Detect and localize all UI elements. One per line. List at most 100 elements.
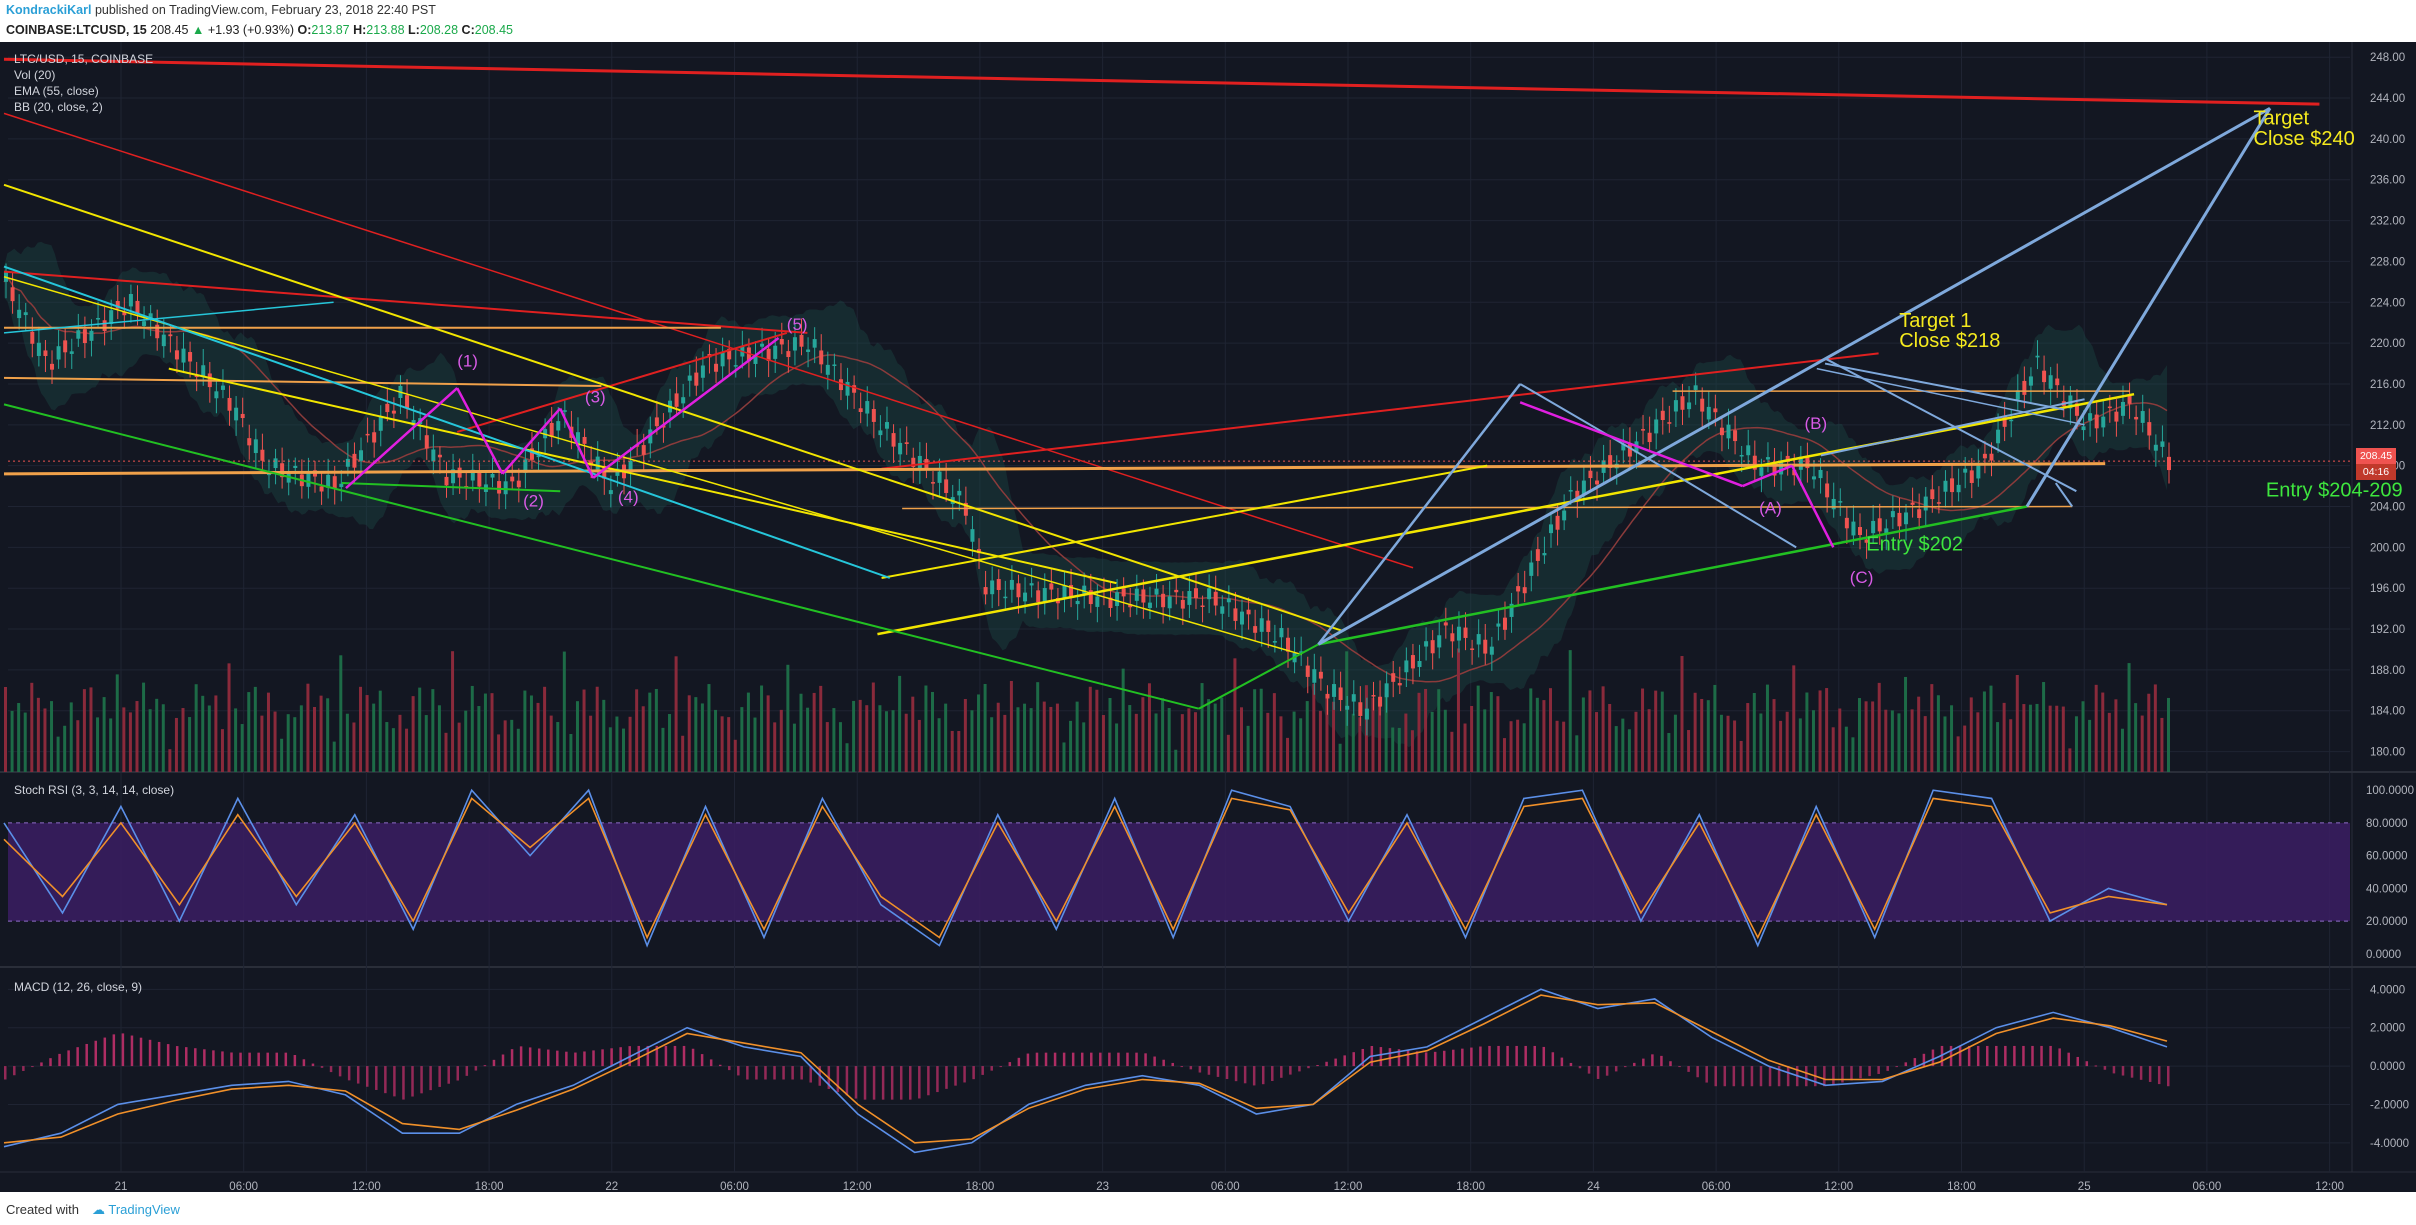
- volume-bar: [1568, 650, 1572, 772]
- candle-body: [1529, 562, 1534, 576]
- candle-body: [1272, 641, 1277, 643]
- chart-canvas[interactable]: 21 06:00 12:00 18:00 22 06:00 12:00 18:00 23 06:0…: [0, 42, 2416, 1192]
- candle-body: [2048, 375, 2053, 389]
- candle-body: [1568, 490, 1573, 492]
- chart-area[interactable]: 21 06:00 12:00 18:00 22 06:00 12:00 18:00 23 06:0…: [0, 42, 2416, 1192]
- candle-body: [23, 312, 28, 316]
- macd-histogram-bar: [2148, 1066, 2152, 1082]
- publish-info: KondrackiKarl published on TradingView.c…: [6, 3, 436, 17]
- volume-bar: [950, 730, 954, 772]
- macd-histogram-bar: [2022, 1045, 2025, 1067]
- candle-body: [1502, 617, 1507, 630]
- candle-body: [825, 364, 830, 375]
- price-tick-label: 192.00: [2370, 624, 2405, 636]
- entry-annotation: Entry $204-209: [2266, 479, 2403, 501]
- volume-bar: [36, 697, 40, 772]
- volume-bar: [1246, 725, 1250, 772]
- candle-body: [168, 334, 173, 337]
- volume-bar: [128, 712, 132, 772]
- candle-body: [1700, 398, 1705, 412]
- candle-body: [641, 445, 646, 455]
- volume-bar: [1187, 708, 1191, 772]
- ohlc-line: COINBASE:LTCUSD, 15 208.45 ▲ +1.93 (+0.9…: [6, 23, 513, 37]
- candle-body: [2107, 406, 2112, 409]
- time-tick-label: 06:00: [1211, 1181, 1240, 1192]
- volume-bar: [2028, 704, 2032, 772]
- volume-bar: [188, 717, 192, 772]
- volume-bar: [23, 712, 27, 772]
- candle-body: [1108, 597, 1113, 608]
- volume-bar: [1430, 711, 1434, 772]
- volume-bar: [1055, 703, 1059, 772]
- volume-bar: [2140, 715, 2144, 772]
- candle-body: [1772, 463, 1777, 476]
- volume-bar: [1831, 727, 1835, 772]
- candle-body: [1371, 695, 1376, 697]
- macd-histogram-bar: [103, 1037, 107, 1067]
- candle-body: [1424, 641, 1429, 647]
- volume-bar: [286, 714, 290, 772]
- candle-body: [628, 460, 633, 472]
- volume-bar: [1338, 743, 1342, 772]
- author-link[interactable]: KondrackiKarl: [6, 3, 92, 17]
- candle-body: [1950, 478, 1955, 493]
- macd-histogram-bar: [682, 1045, 686, 1067]
- candle-body: [1391, 673, 1396, 682]
- macd-histogram-bar: [673, 1045, 677, 1067]
- candle-body: [2002, 415, 2007, 427]
- macd-histogram-bar: [347, 1066, 351, 1081]
- volume-bar: [1292, 711, 1296, 772]
- macd-histogram-bar: [519, 1046, 523, 1067]
- volume-bar: [714, 709, 718, 772]
- volume-bar: [681, 735, 685, 772]
- macd-histogram-bar: [67, 1050, 70, 1067]
- volume-bar: [266, 692, 270, 772]
- macd-histogram-bar: [547, 1049, 550, 1067]
- volume-bar: [1818, 690, 1822, 772]
- candle-body: [556, 421, 561, 431]
- volume-bar: [1608, 703, 1612, 772]
- macd-histogram-bar: [1533, 1045, 1536, 1067]
- candle-body: [76, 330, 81, 339]
- volume-bar: [1049, 706, 1053, 772]
- volume-bar: [2015, 674, 2019, 772]
- volume-bar: [1128, 705, 1132, 772]
- macd-histogram-bar: [1651, 1054, 1654, 1067]
- green-support-line: [1318, 505, 2028, 646]
- macd-histogram-bar: [782, 1066, 785, 1080]
- macd-histogram-bar: [755, 1066, 758, 1080]
- macd-histogram-bar: [2103, 1066, 2107, 1070]
- tradingview-logo[interactable]: ☁ TradingView: [92, 1202, 180, 1218]
- price-tick-label: 224.00: [2370, 297, 2405, 309]
- time-tick-label: 06:00: [1702, 1181, 1731, 1192]
- macd-histogram-bar: [31, 1066, 34, 1068]
- candle-body: [806, 349, 811, 352]
- candle-body: [1798, 456, 1803, 470]
- volume-bar: [1890, 710, 1894, 772]
- candle-body: [1220, 606, 1225, 614]
- candle-body: [1897, 512, 1902, 527]
- candle-body: [1910, 502, 1915, 505]
- macd-histogram-bar: [1488, 1045, 1491, 1067]
- volume-bar: [1575, 735, 1579, 772]
- macd-histogram-bar: [945, 1066, 948, 1089]
- volume-bar: [1950, 705, 1954, 772]
- macd-histogram-bar: [601, 1049, 604, 1067]
- macd-tick-label: 0.0000: [2370, 1061, 2405, 1073]
- candle-body: [891, 433, 896, 447]
- time-tick-label: 12:00: [1334, 1181, 1363, 1192]
- yellow-trend-line: [168, 367, 1117, 585]
- candle-body: [1410, 655, 1415, 669]
- cloud-icon: ☁: [92, 1202, 109, 1217]
- symbol-title: LTC/USD, 15, COINBASE: [14, 52, 154, 66]
- candle-body: [2153, 444, 2158, 451]
- volume-bar: [786, 664, 790, 772]
- macd-histogram-bar: [1922, 1053, 1926, 1067]
- macd-histogram-bar: [728, 1066, 731, 1071]
- candle-body: [1588, 470, 1593, 479]
- close-value: 208.45: [474, 23, 513, 37]
- candle-body: [1226, 598, 1231, 603]
- macd-histogram-bar: [918, 1066, 921, 1099]
- wave-label: (3): [585, 387, 606, 406]
- macd-histogram-bar: [1252, 1066, 1256, 1086]
